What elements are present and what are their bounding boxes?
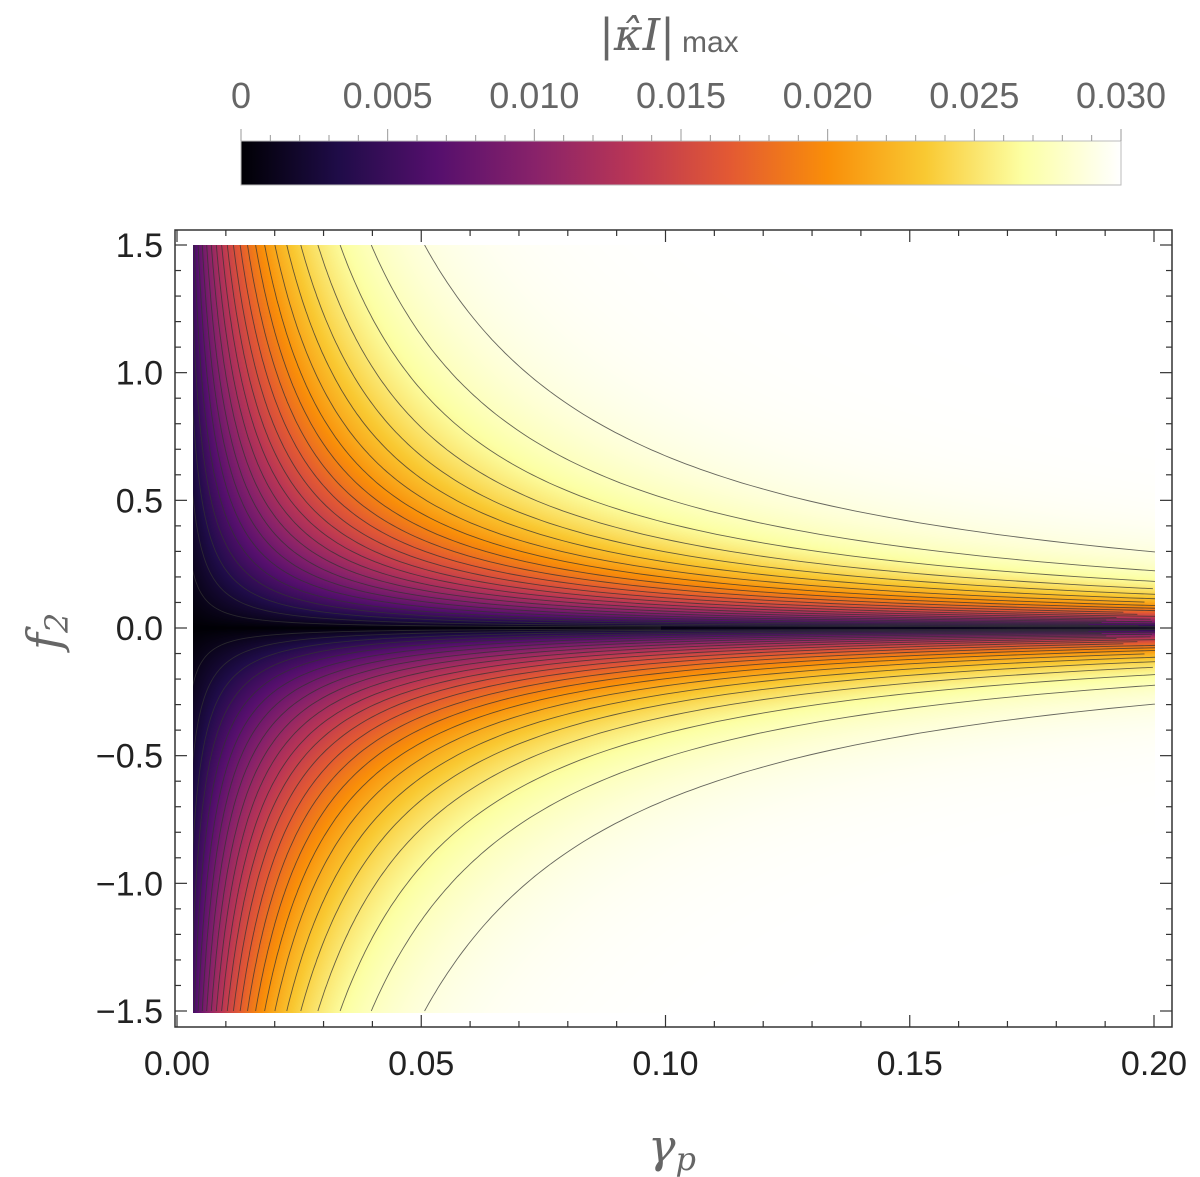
y-tick-label: 1.5 [116, 227, 163, 265]
contour-line-upper [232, 245, 1138, 615]
contour-line-lower [197, 631, 1155, 1012]
contour-line-upper [255, 245, 1155, 609]
colorbar-ticks: 0 0.005 0.010 0.015 0.020 0.025 0.030 [231, 75, 1166, 141]
contour-line-lower [206, 633, 1153, 1012]
contour-line-upper [221, 245, 1117, 618]
colorbar-tick-label: 0.025 [929, 75, 1019, 116]
colorbar-title-main: |κ̂I| [599, 10, 675, 61]
contour-line-upper [286, 245, 1155, 600]
plot-area: 0.00 0.05 0.10 0.15 0.20 1.5 1.0 0.5 0.0 −0.5 −1.… [96, 227, 1187, 1083]
colorbar-gradient-bar [240, 140, 1122, 186]
contour-line-upper [193, 492, 1155, 628]
y-tick-label: −1.0 [96, 865, 163, 903]
y-axis-title: f2 [17, 613, 76, 653]
colorbar-tick-label: 0 [231, 75, 251, 116]
contour-line-lower [264, 650, 1155, 1012]
contour-line-lower [300, 661, 1155, 1012]
contour-line-upper [193, 306, 1139, 626]
contour-line-lower [193, 631, 1089, 1012]
contour-line-lower [221, 638, 1117, 1012]
contour-line-upper [193, 404, 1155, 627]
contour-line-lower [232, 641, 1138, 1012]
contour-line-lower [193, 628, 661, 687]
x-tick-label: 0.05 [388, 1045, 454, 1083]
y-tick-label: −1.5 [96, 993, 163, 1031]
y-tick-label: 0.0 [116, 610, 163, 648]
contour-line-lower [247, 644, 1155, 1012]
contour-line-lower [239, 643, 1124, 1012]
colorbar-tick-label: 0.015 [636, 75, 726, 116]
contour-line-upper [193, 245, 1089, 625]
contour-line-lower [193, 628, 1155, 764]
colorbar-tick-label: 0.020 [783, 75, 873, 116]
contour-line-lower [339, 674, 1155, 1012]
contour-line-lower [286, 656, 1155, 1012]
contour-line-upper [206, 245, 1153, 623]
contour-line-lower [226, 639, 1155, 1012]
y-tick-label: 0.5 [116, 482, 163, 520]
colorbar-title-sub: max [682, 26, 739, 59]
contour-line-upper [370, 245, 1155, 572]
contour-line-upper [274, 245, 1145, 603]
contour-line-upper [247, 245, 1155, 612]
contour-line-upper [264, 245, 1155, 606]
contour-line-lower [215, 636, 1151, 1012]
contour-line-lower [255, 647, 1155, 1012]
y-axis-ticks: 1.5 1.0 0.5 0.0 −0.5 −1.0 −1.5 [96, 227, 1172, 1031]
contour-line-lower [210, 635, 1107, 1012]
x-axis-title: γp [648, 1119, 696, 1177]
contour-line-upper [193, 569, 661, 628]
contour-line-lower [424, 703, 1155, 1012]
contour-line-upper [215, 245, 1151, 620]
contour-line-upper [210, 245, 1107, 621]
contour-line-upper [201, 245, 1102, 623]
contour-line-upper [197, 245, 1155, 625]
contour-line-lower [193, 630, 1139, 950]
colorbar-tick-label: 0.010 [489, 75, 579, 116]
contour-line-upper [424, 245, 1155, 553]
contour-line-lower [274, 653, 1145, 1012]
colorbar-tick-label: 0.030 [1076, 75, 1166, 116]
colorbar: 0 0.005 0.010 0.015 0.020 0.025 0.030 [231, 75, 1166, 186]
x-tick-label: 0.00 [144, 1045, 210, 1083]
x-tick-label: 0.15 [877, 1045, 943, 1083]
contour-line-upper [226, 245, 1155, 617]
contour-line-upper [339, 245, 1155, 582]
contour-line-upper [317, 245, 1153, 590]
contour-line-lower [193, 629, 1155, 852]
contour-lines [193, 245, 1155, 1012]
colorbar-tick-label: 0.005 [343, 75, 433, 116]
contour-line-lower [370, 684, 1155, 1012]
y-tick-label: 1.0 [116, 355, 163, 393]
x-tick-label: 0.10 [632, 1045, 698, 1083]
x-axis-ticks: 0.00 0.05 0.10 0.15 0.20 [144, 230, 1187, 1083]
y-tick-label: −0.5 [96, 738, 163, 776]
contour-line-upper [300, 245, 1155, 595]
x-tick-label: 0.20 [1121, 1045, 1187, 1083]
colorbar-title: |κ̂I| [599, 10, 675, 61]
contour-line-lower [201, 633, 1102, 1012]
contour-line-upper [239, 245, 1124, 613]
contour-line-lower [317, 666, 1153, 1012]
